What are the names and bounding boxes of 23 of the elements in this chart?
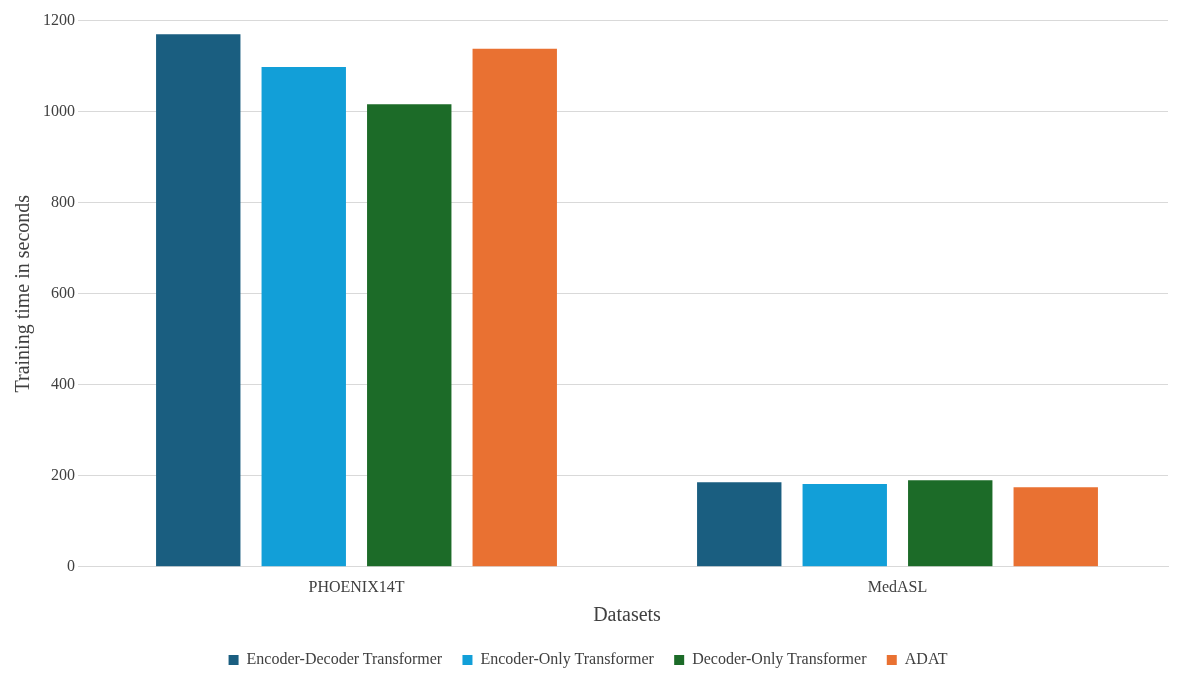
legend-label: Decoder-Only Transformer: [692, 650, 868, 669]
legend-label: ADAT: [904, 650, 948, 668]
bar: [261, 67, 346, 567]
bar: [367, 104, 452, 567]
bar: [472, 48, 557, 567]
y-tick-label: 1200: [43, 10, 75, 28]
bar: [908, 480, 993, 567]
y-tick-label: 400: [51, 374, 75, 392]
y-axis-title: Training time in seconds: [11, 194, 35, 393]
bar: [802, 483, 887, 567]
x-axis-title: Datasets: [593, 603, 662, 626]
y-tick-label: 800: [51, 192, 75, 210]
x-tick-label: PHOENIX14T: [308, 577, 405, 595]
bar: [1013, 487, 1098, 567]
y-tick-label: 1000: [43, 101, 75, 119]
legend-label: Encoder-Decoder Transformer: [246, 650, 443, 668]
legend-label: Encoder-Only Transformer: [480, 650, 655, 669]
y-tick-label: 0: [67, 557, 75, 574]
bar: [697, 482, 782, 567]
y-tick-label: 200: [51, 465, 75, 483]
y-tick-label: 600: [51, 283, 75, 301]
bar: [156, 34, 241, 567]
x-tick-label: MedASL: [867, 577, 928, 595]
